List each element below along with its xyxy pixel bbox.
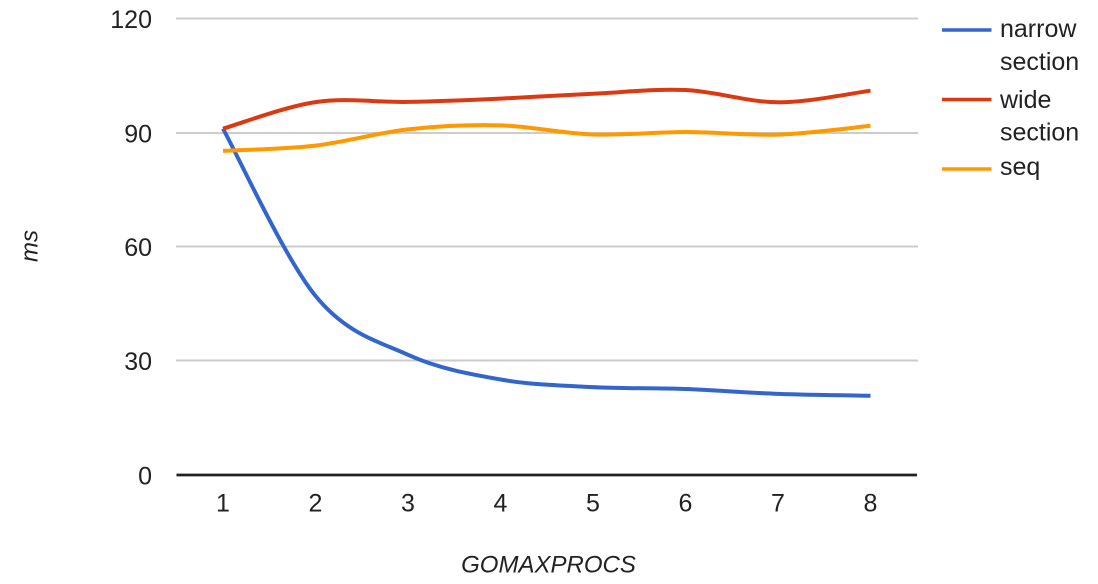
svg-text:7: 7 xyxy=(771,490,785,518)
svg-text:wide: wide xyxy=(999,86,1051,114)
svg-text:5: 5 xyxy=(586,490,600,518)
svg-text:8: 8 xyxy=(864,490,878,518)
svg-text:60: 60 xyxy=(124,234,152,262)
svg-text:narrow: narrow xyxy=(1000,15,1077,43)
svg-text:GOMAXPROCS: GOMAXPROCS xyxy=(461,552,636,579)
svg-text:90: 90 xyxy=(124,121,152,149)
svg-text:4: 4 xyxy=(494,490,508,518)
svg-text:1: 1 xyxy=(216,490,230,518)
svg-text:120: 120 xyxy=(110,6,152,34)
svg-text:2: 2 xyxy=(309,490,323,518)
svg-text:0: 0 xyxy=(138,463,152,491)
svg-text:seq: seq xyxy=(1000,153,1040,181)
svg-text:30: 30 xyxy=(124,348,152,376)
svg-text:6: 6 xyxy=(679,490,693,518)
svg-text:3: 3 xyxy=(401,490,415,518)
svg-text:section: section xyxy=(1000,119,1079,147)
svg-text:section: section xyxy=(1000,48,1079,76)
svg-text:ms: ms xyxy=(17,230,44,262)
